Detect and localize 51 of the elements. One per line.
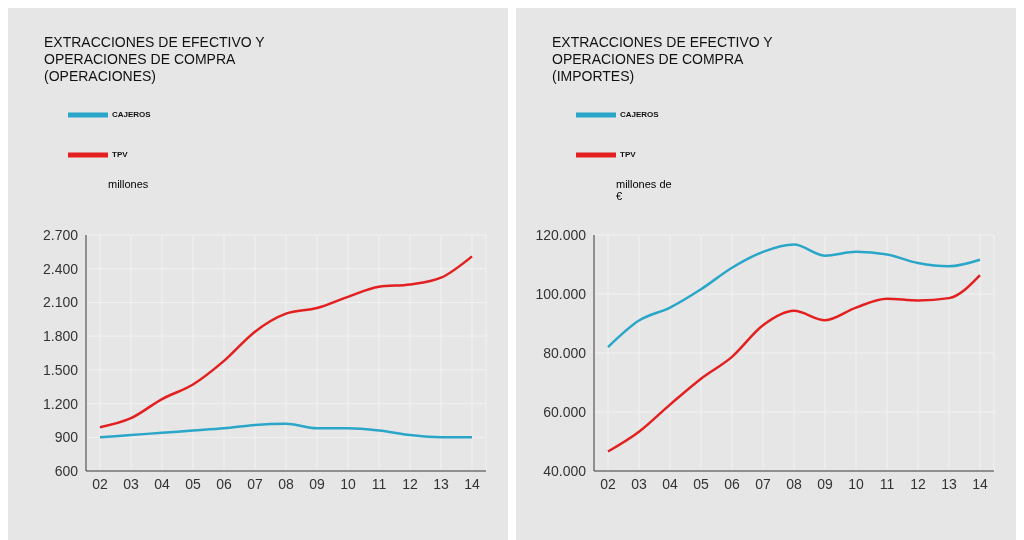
y-tick-label: 900: [54, 429, 79, 446]
y-axis-title: millones de €: [616, 178, 673, 202]
x-tick-label: 03: [123, 475, 139, 492]
y-tick-label: 60.000: [543, 403, 587, 420]
legend-label: CAJEROS: [112, 110, 151, 120]
x-tick-label: 10: [848, 475, 864, 492]
x-tick-label: 09: [309, 475, 325, 492]
x-tick-label: 08: [786, 475, 802, 492]
x-tick-label: 13: [941, 475, 957, 492]
x-tick-label: 10: [340, 475, 356, 492]
y-tick-label: 2.400: [42, 260, 79, 277]
x-tick-label: 11: [371, 475, 387, 492]
x-tick-label: 03: [631, 475, 647, 492]
chart-title: EXTRACCIONES DE EFECTIVO Y OPERACIONES DE COMPRA (IMPORTES): [552, 34, 774, 85]
y-tick-label: 100.000: [535, 285, 587, 302]
legend-label: TPV: [112, 150, 128, 160]
legend-label: TPV: [620, 150, 636, 160]
y-tick-label: 1.500: [42, 361, 79, 378]
line-series: [606, 273, 982, 453]
x-tick-label: 12: [402, 475, 418, 492]
x-tick-label: 08: [278, 475, 294, 492]
y-tick-label: 600: [54, 462, 79, 479]
x-tick-label: 02: [600, 475, 616, 492]
y-tick-label: 1.800: [42, 328, 79, 345]
y-tick-label: 120.000: [535, 226, 587, 243]
x-tick-label: 09: [817, 475, 833, 492]
x-tick-label: 06: [724, 475, 740, 492]
x-tick-label: 07: [755, 475, 771, 492]
x-tick-label: 05: [185, 475, 201, 492]
line-series: [98, 255, 474, 429]
x-tick-label: 12: [910, 475, 926, 492]
x-tick-label: 07: [247, 475, 263, 492]
y-tick-label: 2.700: [42, 226, 79, 243]
x-tick-label: 11: [879, 475, 895, 492]
x-tick-label: 06: [216, 475, 232, 492]
y-axis-title: millones: [108, 178, 150, 190]
legend-label: CAJEROS: [620, 110, 659, 120]
x-tick-label: 04: [154, 475, 170, 492]
line-series: [606, 243, 982, 349]
chart-title: EXTRACCIONES DE EFECTIVO Y OPERACIONES DE COMPRA (OPERACIONES): [44, 34, 266, 85]
x-tick-label: 14: [464, 475, 480, 492]
x-tick-label: 02: [92, 475, 108, 492]
x-tick-label: 14: [972, 475, 988, 492]
x-tick-label: 04: [662, 475, 678, 492]
x-tick-label: 13: [433, 475, 449, 492]
y-tick-label: 1.200: [42, 395, 79, 412]
y-tick-label: 80.000: [543, 344, 587, 361]
y-tick-label: 40.000: [543, 462, 587, 479]
line-series: [98, 422, 474, 439]
x-tick-label: 05: [693, 475, 709, 492]
y-tick-label: 2.100: [42, 294, 79, 311]
